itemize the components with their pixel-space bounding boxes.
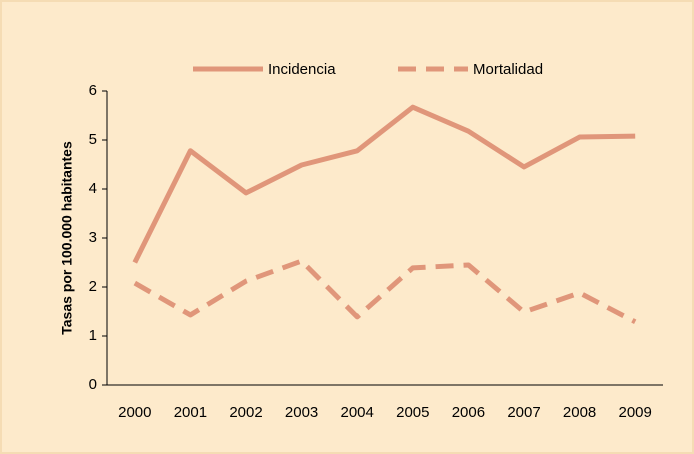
x-tick-label: 2006 (452, 404, 485, 421)
y-tick-label: 3 (89, 229, 97, 246)
x-tick-label: 2003 (285, 404, 318, 421)
x-tick-label: 2005 (396, 404, 429, 421)
x-tick-label: 2000 (118, 404, 151, 421)
y-tick-label: 5 (89, 131, 97, 148)
x-tick-label: 2004 (341, 404, 374, 421)
y-tick-label: 4 (89, 180, 97, 197)
legend-label: Mortalidad (473, 61, 543, 78)
x-tick-label: 2007 (507, 404, 540, 421)
y-tick-label: 1 (89, 327, 97, 344)
x-tick-label: 2008 (563, 404, 596, 421)
legend-label: Incidencia (268, 61, 336, 78)
y-axis-title: Tasas por 100.000 habitantes (59, 141, 75, 335)
y-tick-label: 6 (89, 82, 97, 99)
x-tick-label: 2002 (229, 404, 262, 421)
x-tick-label: 2001 (174, 404, 207, 421)
series-line (133, 258, 637, 325)
y-tick-label: 0 (89, 376, 97, 393)
x-tick-label: 2009 (619, 404, 652, 421)
series-line (132, 104, 636, 264)
y-tick-label: 2 (89, 278, 97, 295)
